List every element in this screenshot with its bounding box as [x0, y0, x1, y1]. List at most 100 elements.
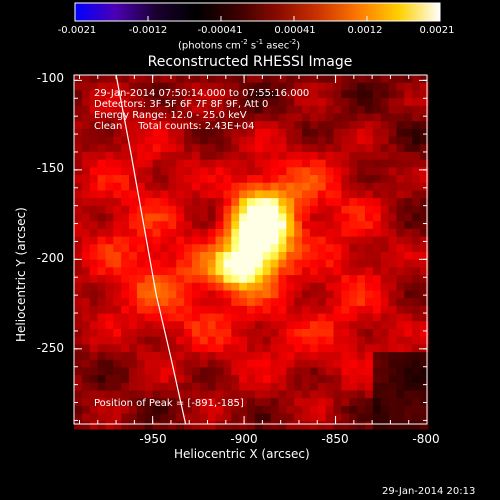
heatmap-cell — [294, 352, 303, 361]
heatmap-cell — [294, 244, 303, 253]
heatmap-cell — [325, 151, 335, 161]
heatmap-cell — [262, 167, 272, 176]
heatmap-cell — [113, 175, 122, 184]
heatmap-cell — [176, 159, 185, 168]
heatmap-cell — [286, 405, 295, 415]
heatmap-cell — [262, 182, 272, 192]
heatmap-cell — [223, 405, 232, 415]
heatmap-cell — [309, 382, 319, 392]
heatmap-cell — [176, 244, 185, 253]
heatmap-cell — [223, 298, 232, 307]
heatmap-cell — [81, 290, 91, 299]
heatmap-cell — [89, 344, 99, 353]
heatmap-cell — [254, 236, 264, 245]
heatmap-cell — [262, 121, 272, 130]
heatmap-cell — [97, 252, 107, 261]
heatmap-cell — [396, 375, 405, 384]
heatmap-cell — [270, 159, 280, 168]
heatmap-cell — [309, 75, 319, 84]
colorbar-unit-exponent: -2 — [240, 38, 248, 46]
heatmap-cell — [365, 282, 374, 292]
heatmap-cell — [262, 82, 272, 91]
heatmap-cell — [349, 136, 358, 145]
heatmap-cell — [121, 313, 130, 322]
heatmap-cell — [388, 252, 398, 261]
heatmap-cell — [121, 90, 130, 99]
heatmap-cell — [136, 190, 146, 199]
heatmap-cell — [121, 367, 130, 376]
heatmap-cell — [294, 421, 303, 430]
heatmap-cell — [380, 228, 390, 238]
heatmap-cell — [278, 375, 287, 384]
heatmap-cell — [388, 382, 398, 392]
heatmap-cell — [262, 413, 272, 422]
heatmap-cell — [89, 167, 99, 176]
heatmap-cell — [144, 275, 154, 284]
heatmap-cell — [223, 113, 232, 122]
heatmap-cell — [152, 113, 162, 122]
heatmap-cell — [325, 336, 335, 345]
heatmap-cell — [215, 367, 225, 376]
heatmap-cell — [105, 328, 114, 338]
heatmap-cell — [74, 328, 83, 338]
heatmap-cell — [294, 136, 303, 145]
heatmap-cell — [357, 98, 366, 107]
heatmap-cell — [89, 259, 99, 268]
heatmap-cell — [325, 298, 335, 307]
heatmap-cell — [247, 252, 256, 261]
heatmap-cell — [270, 190, 280, 199]
heatmap-cell — [168, 98, 177, 107]
heatmap-cell — [199, 198, 209, 207]
heatmap-cell — [262, 267, 272, 276]
heatmap-cell — [215, 275, 225, 284]
heatmap-cell — [286, 167, 295, 176]
heatmap-cell — [278, 175, 287, 184]
heatmap-cell — [357, 398, 366, 407]
heatmap-cell — [365, 98, 374, 107]
heatmap-cell — [207, 267, 217, 276]
heatmap-cell — [184, 190, 193, 199]
solar-limb-curve — [115, 74, 187, 425]
heatmap-cell — [254, 182, 264, 192]
heatmap-cell — [199, 98, 209, 107]
heatmap-cell — [380, 213, 390, 222]
heatmap-cell — [317, 128, 327, 138]
heatmap-cell — [333, 352, 342, 361]
heatmap-cell — [294, 236, 303, 245]
heatmap-cell — [191, 198, 201, 207]
heatmap-cell — [184, 159, 193, 168]
heatmap-cell — [396, 244, 405, 253]
heatmap-cell — [152, 90, 162, 99]
heatmap-cell — [278, 121, 287, 130]
heatmap-cell — [412, 267, 421, 276]
heatmap-cell — [254, 367, 264, 376]
heatmap-cell — [380, 359, 390, 369]
heatmap-cell — [270, 221, 280, 230]
heatmap-cell — [317, 236, 327, 245]
heatmap-cell — [199, 282, 209, 292]
heatmap-cell — [105, 113, 114, 122]
heatmap-cell — [404, 75, 413, 84]
heatmap-cell — [372, 375, 382, 384]
heatmap-cell — [349, 213, 358, 222]
heatmap-cell — [372, 259, 382, 268]
heatmap-cell — [262, 328, 272, 338]
heatmap-cell — [97, 98, 107, 107]
heatmap-cell — [262, 390, 272, 399]
heatmap-cell — [396, 328, 405, 338]
heatmap-cell — [191, 313, 201, 322]
heatmap-cell — [325, 252, 335, 261]
heatmap-cell — [341, 405, 350, 415]
heatmap-cell — [294, 213, 303, 222]
heatmap-cell — [191, 298, 201, 307]
heatmap-cell — [286, 82, 295, 91]
heatmap-cell — [286, 213, 295, 222]
plot-title: Reconstructed RHESSI Image — [147, 54, 353, 70]
heatmap-cell — [262, 244, 272, 253]
heatmap-cell — [404, 321, 413, 330]
heatmap-cell — [365, 298, 374, 307]
heatmap-cell — [333, 298, 342, 307]
heatmap-cell — [309, 359, 319, 369]
heatmap-cell — [223, 359, 232, 369]
heatmap-cell — [270, 413, 280, 422]
